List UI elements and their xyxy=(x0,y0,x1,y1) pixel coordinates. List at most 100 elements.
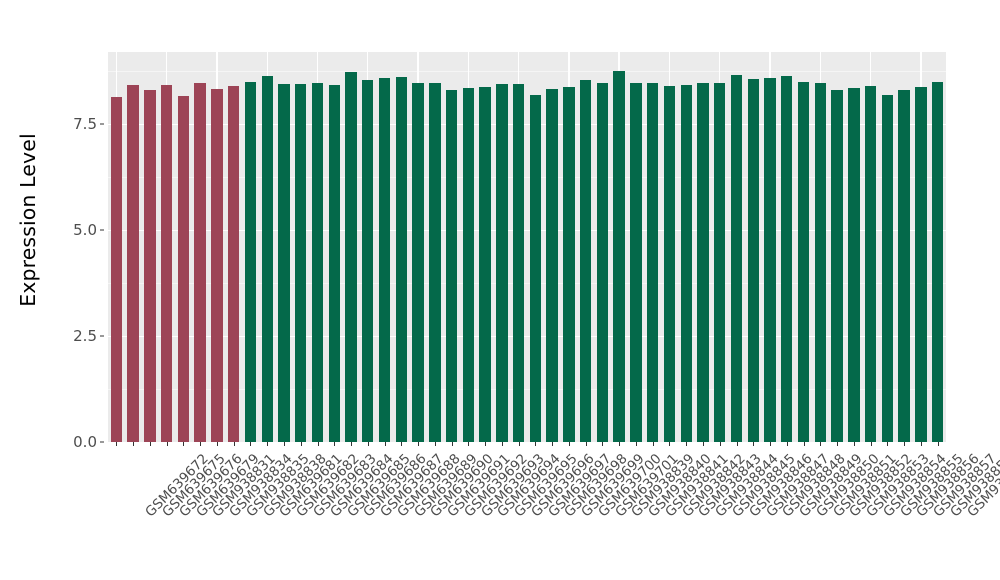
bar xyxy=(445,90,458,442)
x-axis-tick-mark xyxy=(283,442,285,446)
y-axis-tick-label: 0.0 xyxy=(73,433,97,451)
x-axis-tick-marks xyxy=(108,442,946,447)
bar xyxy=(529,94,542,442)
x-axis-tick-mark xyxy=(166,442,168,446)
x-axis-tick-mark xyxy=(568,442,570,446)
bar xyxy=(579,79,592,442)
x-axis-tick-mark xyxy=(183,442,185,446)
x-axis-tick-mark xyxy=(853,442,855,446)
y-axis-tick-labels: 0.0 2.5 5.0 7.5 xyxy=(56,0,104,460)
bar xyxy=(412,82,424,442)
gridline-minor xyxy=(108,389,946,390)
x-axis-tick-mark xyxy=(367,442,369,446)
gridline-minor xyxy=(108,71,946,72)
x-axis-tick-mark xyxy=(501,442,503,446)
bar xyxy=(345,72,357,442)
x-axis-tick-mark xyxy=(351,442,353,446)
x-axis-tick-mark xyxy=(434,442,436,446)
bar xyxy=(915,86,927,442)
y-axis-tick-mark xyxy=(100,229,104,231)
bar xyxy=(680,84,692,442)
bar xyxy=(797,81,810,442)
x-axis-tick-labels: GSM639672 GSM639675 GSM639676 GSM639679 GSM9… xyxy=(108,448,1000,578)
bar xyxy=(160,85,173,442)
bar xyxy=(311,82,324,442)
bar xyxy=(462,88,475,442)
x-axis-tick-mark xyxy=(652,442,654,446)
x-axis-tick-mark xyxy=(786,442,788,446)
bar xyxy=(362,79,374,442)
x-axis-tick-mark xyxy=(736,442,738,446)
x-axis-tick-mark xyxy=(149,442,151,446)
bar xyxy=(144,89,156,442)
bar xyxy=(563,86,575,442)
x-axis-tick-mark xyxy=(619,442,621,446)
bar xyxy=(295,84,307,442)
bar xyxy=(898,90,910,442)
bar xyxy=(429,83,441,442)
y-axis-tick-label: 7.5 xyxy=(73,115,97,134)
bar xyxy=(546,88,558,442)
x-axis-tick-mark xyxy=(300,442,302,446)
x-axis-tick-mark xyxy=(837,442,839,446)
bar xyxy=(395,77,407,442)
bar xyxy=(697,82,709,442)
x-axis-tick-mark xyxy=(669,442,671,446)
x-axis-tick-mark xyxy=(770,442,772,446)
x-axis-tick-mark xyxy=(334,442,336,446)
bar xyxy=(496,84,508,442)
bar xyxy=(747,78,759,442)
y-axis-tick-label: 2.5 xyxy=(73,327,97,346)
x-axis-tick-mark xyxy=(233,442,235,446)
bar xyxy=(228,85,240,442)
x-axis-tick-mark xyxy=(451,442,453,446)
x-axis-tick-mark xyxy=(133,442,135,446)
x-axis-tick-mark xyxy=(267,442,269,446)
bar xyxy=(328,85,340,442)
x-axis-tick-mark xyxy=(702,442,704,446)
x-axis-tick-mark xyxy=(602,442,604,446)
bar xyxy=(613,71,625,442)
gridline-major xyxy=(108,124,946,126)
bar xyxy=(931,81,944,442)
plot-panel xyxy=(108,52,946,442)
bar xyxy=(479,87,491,442)
y-axis-title-text: Expression Level xyxy=(16,133,41,307)
x-axis-tick-mark xyxy=(116,442,118,446)
bar xyxy=(831,89,843,442)
bar xyxy=(764,78,776,442)
bar xyxy=(110,96,123,442)
bar xyxy=(814,82,826,442)
x-axis-tick-mark xyxy=(216,442,218,446)
y-axis-title: Expression Level xyxy=(0,0,56,440)
bar xyxy=(714,83,726,442)
x-axis-tick-mark xyxy=(803,442,805,446)
bar xyxy=(647,82,659,442)
x-axis-tick-mark xyxy=(317,442,319,446)
bar xyxy=(244,81,257,442)
y-axis-tick-label: 5.0 xyxy=(73,221,97,240)
x-axis-tick-mark xyxy=(200,442,202,446)
gridline-major xyxy=(108,230,946,232)
x-axis-tick-mark xyxy=(686,442,688,446)
x-axis-tick-mark xyxy=(904,442,906,446)
x-axis-tick-mark xyxy=(870,442,872,446)
bar xyxy=(127,85,139,442)
bar xyxy=(278,83,290,442)
bar xyxy=(512,84,525,442)
bar xyxy=(596,83,609,442)
bar xyxy=(630,82,642,442)
x-axis-tick-mark xyxy=(820,442,822,446)
x-axis-tick-mark xyxy=(418,442,420,446)
x-axis-tick-mark xyxy=(468,442,470,446)
x-axis-tick-mark xyxy=(887,442,889,446)
bar xyxy=(211,89,223,442)
bar xyxy=(781,76,793,442)
bar xyxy=(730,74,743,442)
bar xyxy=(194,83,206,442)
x-axis-tick-mark xyxy=(635,442,637,446)
y-axis-tick-mark xyxy=(100,335,104,337)
x-axis-tick-mark xyxy=(719,442,721,446)
y-axis-tick-mark xyxy=(100,441,104,443)
